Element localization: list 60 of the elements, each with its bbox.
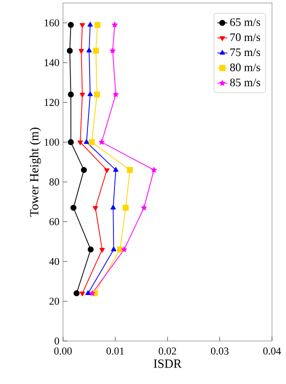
- point: [122, 204, 129, 211]
- y-tick-label: 0: [54, 337, 60, 345]
- point: [112, 22, 118, 28]
- point: [80, 23, 85, 28]
- y-tick-label: 140: [44, 59, 60, 66]
- point: [112, 91, 119, 97]
- y-axis-title: Tower Height (m): [30, 128, 41, 217]
- y-tick-label: 160: [44, 19, 60, 26]
- point: [80, 92, 85, 98]
- point: [89, 290, 96, 296]
- y-tick-label: 20: [49, 298, 60, 305]
- legend-label: 75 m/s: [230, 48, 260, 56]
- point: [94, 22, 100, 28]
- point: [92, 48, 99, 54]
- point: [98, 139, 105, 145]
- point: [86, 48, 92, 52]
- point: [94, 91, 100, 98]
- point: [116, 246, 123, 253]
- point: [68, 22, 74, 28]
- x-tick-label: 0.02: [158, 348, 176, 355]
- legend-label: 65 m/s: [230, 18, 260, 26]
- point: [84, 139, 90, 144]
- point: [66, 48, 73, 54]
- x-axis-title: ISDR: [154, 359, 182, 368]
- point: [70, 204, 76, 211]
- point: [126, 167, 133, 173]
- y-tick-label: 40: [49, 258, 60, 266]
- x-tick-label: 0.04: [263, 348, 281, 355]
- y-tick-label: 80: [49, 178, 60, 186]
- point: [80, 167, 87, 173]
- y-tick-label: 100: [44, 138, 60, 146]
- x-tick-label: 0.01: [106, 348, 124, 355]
- point: [85, 290, 91, 295]
- x-tick-label: 0.00: [54, 348, 72, 355]
- point: [78, 49, 84, 54]
- legend-label: 80 m/s: [230, 64, 260, 72]
- point: [121, 246, 127, 252]
- point: [110, 204, 116, 210]
- point: [88, 246, 94, 253]
- legend-label: 85 m/s: [230, 78, 260, 86]
- legend-label: 70 m/s: [230, 33, 260, 42]
- point: [68, 139, 74, 146]
- point: [88, 91, 93, 96]
- y-tick-label: 60: [49, 218, 60, 226]
- point: [100, 248, 105, 253]
- point: [141, 204, 147, 210]
- point: [151, 167, 157, 173]
- point: [111, 246, 116, 252]
- point: [104, 168, 110, 173]
- point: [113, 167, 118, 172]
- point: [68, 91, 74, 98]
- point: [80, 292, 85, 296]
- point: [88, 22, 93, 27]
- point: [92, 206, 98, 211]
- x-tick-label: 0.03: [210, 348, 228, 355]
- point: [74, 290, 80, 296]
- y-tick-label: 120: [44, 98, 60, 106]
- point: [78, 140, 83, 146]
- point: [110, 48, 116, 54]
- point: [88, 139, 95, 146]
